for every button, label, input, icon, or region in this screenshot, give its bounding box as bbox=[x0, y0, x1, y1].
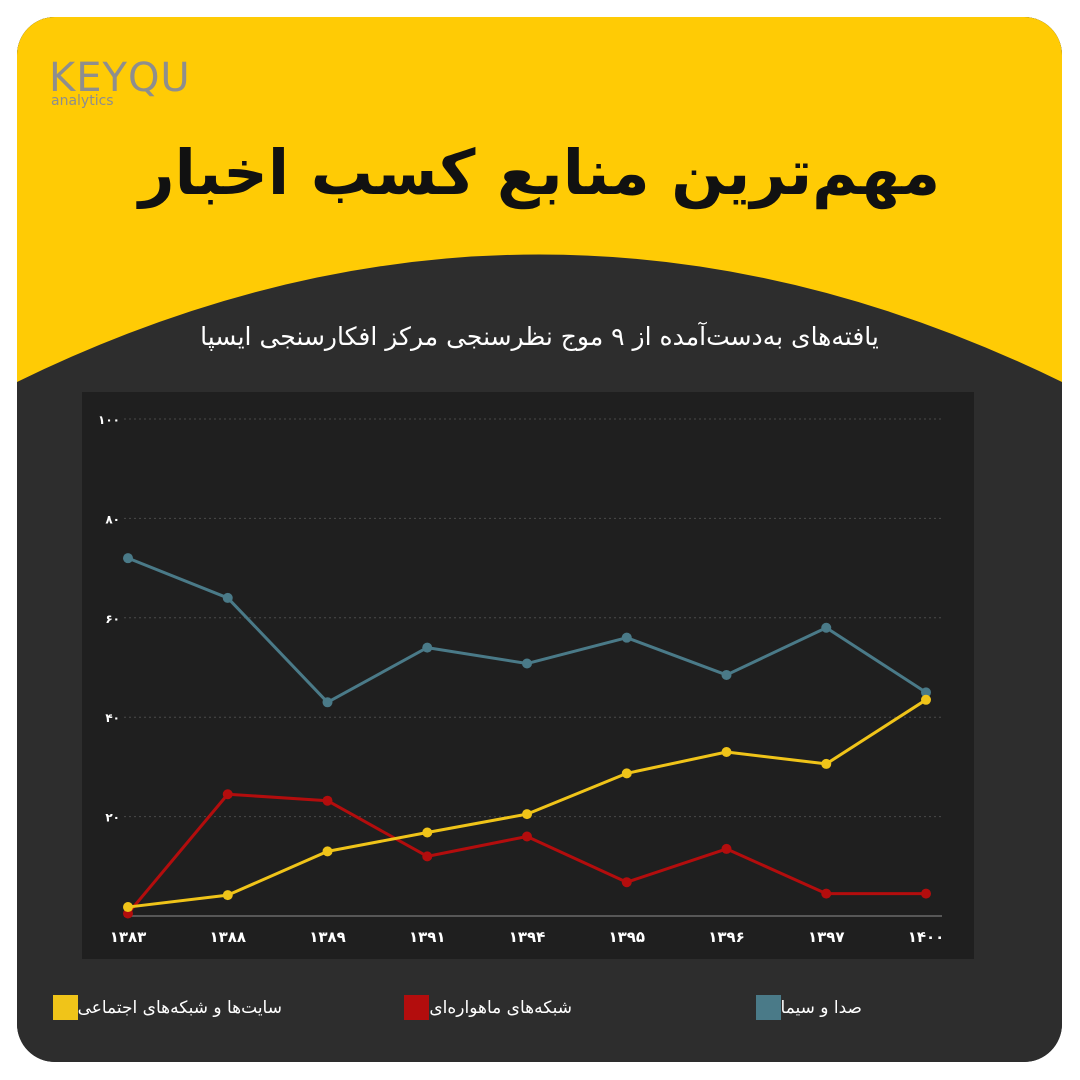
y-tick-label: ۲۰ bbox=[105, 811, 120, 825]
data-point bbox=[821, 888, 832, 899]
data-point bbox=[621, 768, 632, 779]
x-tick-label: ۱۳۹۱ bbox=[409, 928, 446, 946]
brand-logo: KEYQU analytics bbox=[49, 55, 199, 135]
data-point bbox=[222, 890, 233, 901]
data-point bbox=[222, 789, 233, 800]
legend-label: شبکه‌های ماهواره‌ای bbox=[429, 997, 572, 1018]
x-tick-label: ۱۳۸۸ bbox=[209, 928, 246, 946]
legend-swatch bbox=[52, 995, 78, 1020]
data-point bbox=[222, 592, 233, 603]
legend-label: سایت‌ها و شبکه‌های اجتماعی bbox=[77, 997, 282, 1018]
y-tick-label: ۱۰۰ bbox=[98, 413, 120, 427]
data-point bbox=[123, 553, 133, 564]
yellow-header-shape bbox=[17, 17, 1062, 382]
legend-label: صدا و سیما bbox=[780, 997, 862, 1018]
legend-swatch bbox=[404, 995, 430, 1020]
legend-swatch bbox=[755, 995, 781, 1020]
plot-background bbox=[82, 392, 974, 959]
page-subtitle: یافته‌های به‌دست‌آمده از ۹ موج نظرسنجی م… bbox=[200, 322, 879, 351]
poster-card: KEYQU analytics مهم‌ترین منابع کسب اخبار… bbox=[17, 17, 1062, 1062]
legend-item: صدا و سیما bbox=[755, 995, 872, 1020]
data-point bbox=[522, 658, 532, 669]
data-point bbox=[322, 846, 333, 857]
data-point bbox=[322, 697, 333, 708]
data-point bbox=[123, 902, 133, 913]
data-point bbox=[921, 687, 931, 698]
data-point bbox=[422, 827, 433, 838]
data-point bbox=[721, 843, 732, 854]
data-point bbox=[921, 888, 931, 899]
x-tick-label: ۱۳۹۷ bbox=[808, 928, 845, 946]
y-tick-label: ۸۰ bbox=[105, 512, 120, 526]
data-point bbox=[522, 831, 532, 842]
data-point bbox=[921, 694, 931, 705]
data-point bbox=[821, 622, 832, 633]
data-point bbox=[721, 746, 732, 757]
x-tick-label: ۱۳۸۳ bbox=[110, 928, 147, 946]
x-tick-label: ۱۳۸۹ bbox=[309, 928, 346, 946]
legend-item: شبکه‌های ماهواره‌ای bbox=[404, 995, 582, 1020]
y-tick-label: ۴۰ bbox=[105, 711, 120, 725]
logo-text: KEYQU bbox=[49, 55, 191, 101]
line-chart: ۲۰ ۴۰ ۶۰ ۸۰ ۱۰۰ ۱۳۸۳ ۱۳۸۸ ۱۳۸۹ ۱۳۹۱ ۱۳۹۴ ۱۳۹۵ ۱۳۹۶ ۱… bbox=[82, 392, 974, 959]
page-title: مهم‌ترین منابع کسب اخبار bbox=[138, 136, 941, 209]
x-tick-label: ۱۳۹۴ bbox=[509, 928, 546, 946]
x-tick-label: ۱۴۰۰ bbox=[908, 928, 945, 946]
logo-subtext: analytics bbox=[51, 93, 114, 109]
x-tick-label: ۱۳۹۶ bbox=[708, 928, 745, 946]
data-point bbox=[821, 758, 832, 769]
legend-item: سایت‌ها و شبکه‌های اجتماعی bbox=[52, 995, 292, 1020]
data-point bbox=[322, 795, 333, 806]
data-point bbox=[621, 877, 632, 888]
chart-legend: صدا و سیما شبکه‌های ماهواره‌ای سایت‌ها و ش… bbox=[17, 987, 1062, 1047]
x-tick-label: ۱۳۹۵ bbox=[608, 928, 645, 946]
y-tick-label: ۶۰ bbox=[105, 612, 120, 626]
data-point bbox=[721, 669, 732, 680]
data-point bbox=[621, 632, 632, 643]
data-point bbox=[422, 642, 433, 653]
data-point bbox=[522, 809, 532, 820]
data-point bbox=[422, 851, 433, 862]
